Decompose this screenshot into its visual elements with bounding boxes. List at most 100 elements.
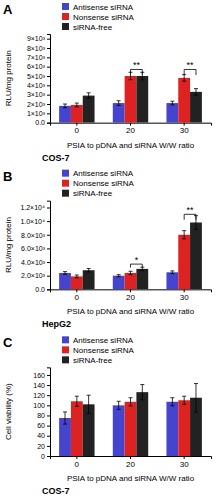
tick-label: 0 xyxy=(75,126,80,135)
annotation: ** xyxy=(187,60,195,70)
panel: 0.0 2.0×10³ 4.0×10³ 6.0×10³ 8.0×10³ 1.0×10⁴ 1.… xyxy=(3,169,212,330)
tick-label: 0 xyxy=(75,293,80,302)
tick-mark xyxy=(47,446,50,447)
legend-item: siRNA-free xyxy=(62,189,113,198)
tick-label: 0.0 xyxy=(35,119,45,126)
bar-series xyxy=(59,271,178,289)
tick: 6.0×10³ xyxy=(21,245,50,252)
legend-label: Nonsense siRNA xyxy=(73,346,135,355)
error-bar xyxy=(75,396,79,406)
legend-item: Antisense siRNA xyxy=(62,336,134,345)
bar xyxy=(166,103,178,123)
tick: 0.0 xyxy=(35,286,50,293)
x-axis: 02030 xyxy=(51,289,212,302)
error-bar xyxy=(194,89,198,96)
tick: 30 xyxy=(180,123,189,136)
error-bar xyxy=(129,398,133,406)
tick-label: 20 xyxy=(126,126,135,135)
tick-mark xyxy=(47,85,50,86)
tick-label: 1.2×10⁴ xyxy=(20,204,45,211)
error-bar xyxy=(182,231,186,239)
legend-label: Antisense siRNA xyxy=(73,169,134,178)
axis-line xyxy=(51,290,212,293)
bar xyxy=(125,273,137,289)
tick: 5×10³ xyxy=(27,73,50,80)
tick: 140 xyxy=(33,382,50,389)
tick: 30 xyxy=(180,456,189,469)
tick-mark xyxy=(47,48,50,49)
legend-swatch xyxy=(62,190,69,197)
tick: 160 xyxy=(33,372,50,379)
bar xyxy=(59,106,71,123)
bar xyxy=(125,402,137,456)
bar-series xyxy=(71,231,190,290)
error-bar xyxy=(170,271,174,274)
legend-swatch xyxy=(62,346,69,353)
tick-mark xyxy=(47,375,50,376)
bar xyxy=(178,78,190,123)
error-bar xyxy=(87,269,91,272)
tick-label: 100 xyxy=(33,402,45,409)
tick: 3×10³ xyxy=(27,91,50,98)
legend-swatch xyxy=(62,13,69,20)
error-bar xyxy=(63,104,67,108)
tick-mark xyxy=(47,436,50,437)
tick-mark xyxy=(47,95,50,96)
x-axis-title: PSIA to pDNA and siRNA W/W ratio xyxy=(67,474,195,483)
y-axis-title: RLU/mg protein xyxy=(4,50,13,106)
bar xyxy=(71,401,83,456)
legend-item: Nonsense siRNA xyxy=(62,13,135,22)
chart-svg: 0.01×10³2×10³3×10³4×10³5×10³6×10³7×10³8×… xyxy=(0,0,219,500)
error-bar xyxy=(170,398,174,406)
tick-mark xyxy=(76,123,77,126)
error-bar xyxy=(117,275,121,277)
tick-mark xyxy=(47,289,50,290)
legend-label: siRNA-free xyxy=(73,189,113,198)
tick-label: 0 xyxy=(41,453,45,460)
tick-label: 8.0×10³ xyxy=(21,232,46,239)
legend-swatch xyxy=(62,180,69,187)
tick: 0 xyxy=(75,289,80,302)
legend-label: Nonsense siRNA xyxy=(73,13,135,22)
annotation: ** xyxy=(187,205,195,215)
tick: 7×10³ xyxy=(27,54,50,61)
tick-mark xyxy=(47,456,50,457)
tick-label: 20 xyxy=(126,460,135,469)
error-bar xyxy=(117,401,121,409)
tick: 4.0×10³ xyxy=(21,259,50,266)
tick: 40 xyxy=(37,432,50,439)
plot-area xyxy=(59,214,202,289)
bar-series xyxy=(59,101,178,123)
tick-mark xyxy=(47,57,50,58)
tick: 20 xyxy=(126,123,135,136)
bar-series xyxy=(83,384,202,456)
tick-mark xyxy=(76,456,77,459)
tick: 20 xyxy=(37,443,50,450)
bar-series xyxy=(83,72,202,122)
tick-label: 5×10³ xyxy=(27,73,46,80)
legend-item: siRNA-free xyxy=(62,23,113,32)
tick-label: 2.0×10³ xyxy=(21,272,46,279)
legend: Antisense siRNANonsense siRNAsiRNA-free xyxy=(62,336,135,365)
legend-item: Nonsense siRNA xyxy=(62,179,135,188)
tick-mark xyxy=(184,123,185,126)
legend-label: Antisense siRNA xyxy=(73,336,134,345)
bar xyxy=(83,96,95,123)
bar xyxy=(71,105,83,123)
x-axis-title: PSIA to pDNA and siRNA W/W ratio xyxy=(67,307,195,316)
y-axis-title: RLU/mg protein xyxy=(4,217,13,273)
tick-label: 3×10³ xyxy=(27,91,46,98)
plot-area xyxy=(59,384,202,456)
error-bar xyxy=(182,75,186,82)
error-bar xyxy=(63,412,67,424)
tick-mark xyxy=(47,123,50,124)
legend-swatch xyxy=(62,3,69,10)
bar xyxy=(190,222,202,289)
tick: 30 xyxy=(180,289,189,302)
y-axis: 0.01×10³2×10³3×10³4×10³5×10³6×10³7×10³8×… xyxy=(27,35,51,127)
legend: Antisense siRNANonsense siRNAsiRNA-free xyxy=(62,3,135,32)
axis-line xyxy=(51,457,212,460)
error-bar xyxy=(182,396,186,404)
tick: 1.0×10⁴ xyxy=(20,218,50,225)
axis-line xyxy=(47,35,51,124)
